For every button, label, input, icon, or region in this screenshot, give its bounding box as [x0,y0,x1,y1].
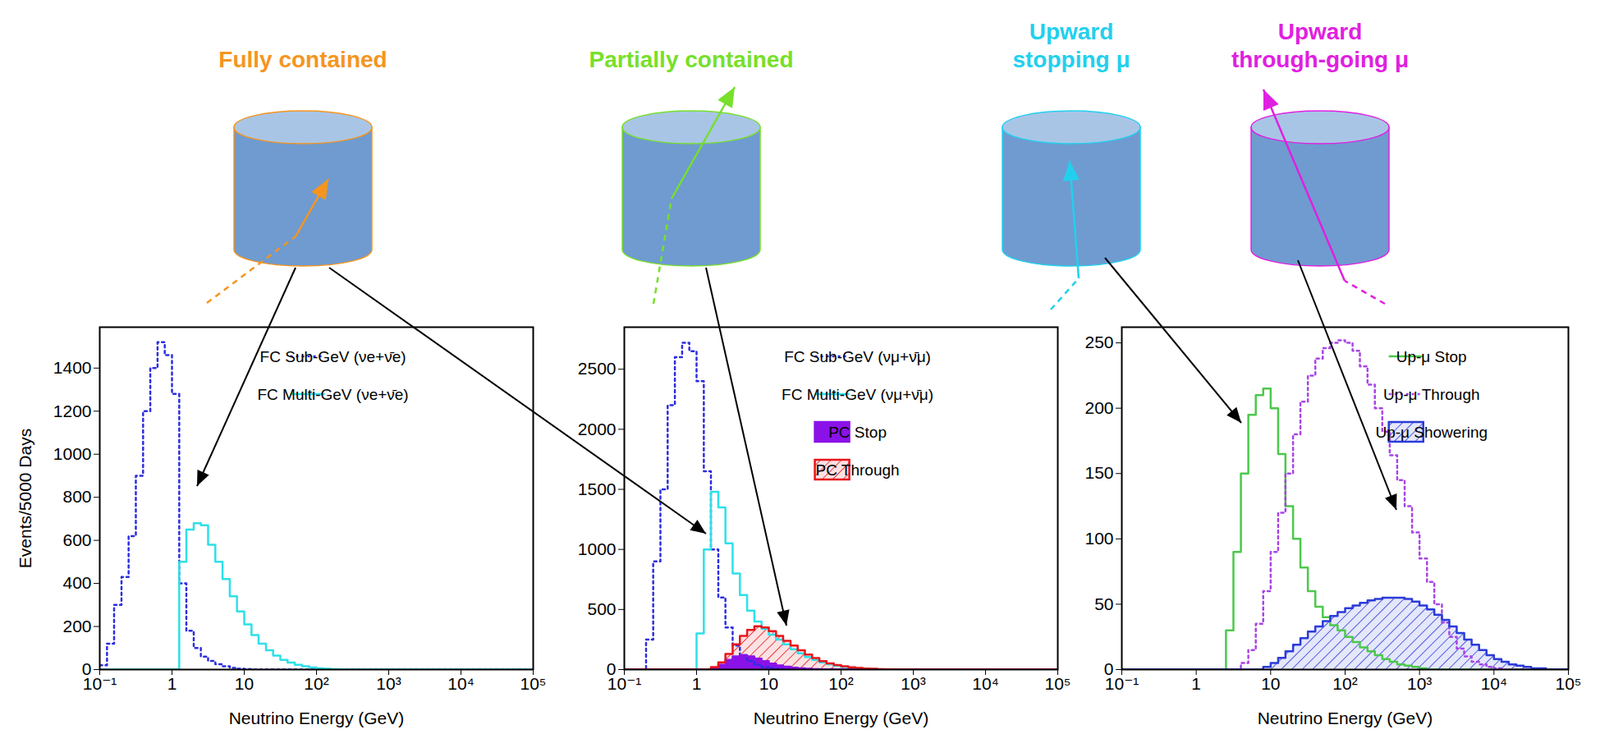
svg-text:Neutrino Energy (GeV): Neutrino Energy (GeV) [229,708,405,728]
svg-text:Up-μ Through: Up-μ Through [1383,385,1481,404]
svg-text:1: 1 [1191,673,1202,693]
svg-text:Up-μ Stop: Up-μ Stop [1396,348,1468,366]
svg-text:10: 10 [759,673,779,693]
svg-text:1: 1 [167,673,178,693]
svg-text:Upward: Upward [1278,18,1363,45]
svg-text:0: 0 [606,659,617,679]
svg-text:1000: 1000 [577,539,617,559]
svg-text:10⁵: 10⁵ [1554,673,1582,693]
svg-text:250: 250 [1084,332,1114,352]
svg-text:stopping μ: stopping μ [1012,46,1130,73]
svg-text:Events/5000 Days: Events/5000 Days [15,428,35,569]
svg-text:600: 600 [62,530,92,550]
svg-text:10⁴: 10⁴ [447,673,474,693]
svg-text:10: 10 [234,673,254,693]
svg-text:10²: 10² [303,673,329,693]
svg-text:10³: 10³ [1407,673,1432,693]
svg-text:10²: 10² [1332,673,1358,693]
svg-text:1400: 1400 [53,357,92,377]
svg-text:1: 1 [692,673,702,693]
svg-text:PC Through: PC Through [816,461,900,479]
svg-text:150: 150 [1084,463,1114,482]
svg-text:400: 400 [62,573,92,592]
svg-text:Up-μ Showering: Up-μ Showering [1375,423,1488,441]
svg-text:through-going μ: through-going μ [1231,46,1409,73]
svg-text:PC Stop: PC Stop [828,423,887,441]
svg-text:0: 0 [1103,659,1114,679]
svg-text:2000: 2000 [577,419,617,439]
svg-text:1000: 1000 [53,444,92,464]
svg-text:10⁻¹: 10⁻¹ [82,673,117,693]
svg-text:200: 200 [1084,398,1114,418]
svg-text:200: 200 [62,616,92,636]
svg-text:50: 50 [1094,594,1114,614]
svg-text:800: 800 [62,486,92,506]
svg-text:10²: 10² [828,673,853,693]
svg-text:Neutrino Energy (GeV): Neutrino Energy (GeV) [753,708,930,728]
svg-text:10⁴: 10⁴ [971,673,999,693]
svg-text:10³: 10³ [375,673,401,693]
svg-text:FC Multi-GeV (νe+ν̄e): FC Multi-GeV (νe+ν̄e) [256,385,409,404]
svg-text:Partially contained: Partially contained [589,46,794,73]
svg-text:0: 0 [81,659,92,679]
svg-text:1200: 1200 [53,401,92,421]
svg-text:2500: 2500 [577,358,617,378]
svg-text:10⁵: 10⁵ [1044,673,1071,693]
svg-text:Neutrino Energy (GeV): Neutrino Energy (GeV) [1257,708,1434,728]
svg-text:10⁻¹: 10⁻¹ [1104,673,1139,693]
svg-text:500: 500 [586,599,616,619]
svg-text:FC Sub-GeV (νe+ν̄e): FC Sub-GeV (νe+ν̄e) [260,348,407,366]
svg-text:FC Multi-GeV (νμ+ν̄μ): FC Multi-GeV (νμ+ν̄μ) [781,385,934,404]
svg-text:10³: 10³ [900,673,926,693]
svg-text:10⁻¹: 10⁻¹ [607,673,642,693]
svg-text:1500: 1500 [577,479,617,499]
svg-text:Upward: Upward [1029,18,1115,45]
svg-text:10: 10 [1260,673,1280,693]
svg-text:10⁴: 10⁴ [1480,673,1508,693]
svg-text:100: 100 [1084,528,1114,548]
svg-text:Fully contained: Fully contained [218,46,387,73]
svg-text:10⁵: 10⁵ [519,673,546,693]
svg-text:FC Sub-GeV (νμ+ν̄μ): FC Sub-GeV (νμ+ν̄μ) [783,348,931,366]
